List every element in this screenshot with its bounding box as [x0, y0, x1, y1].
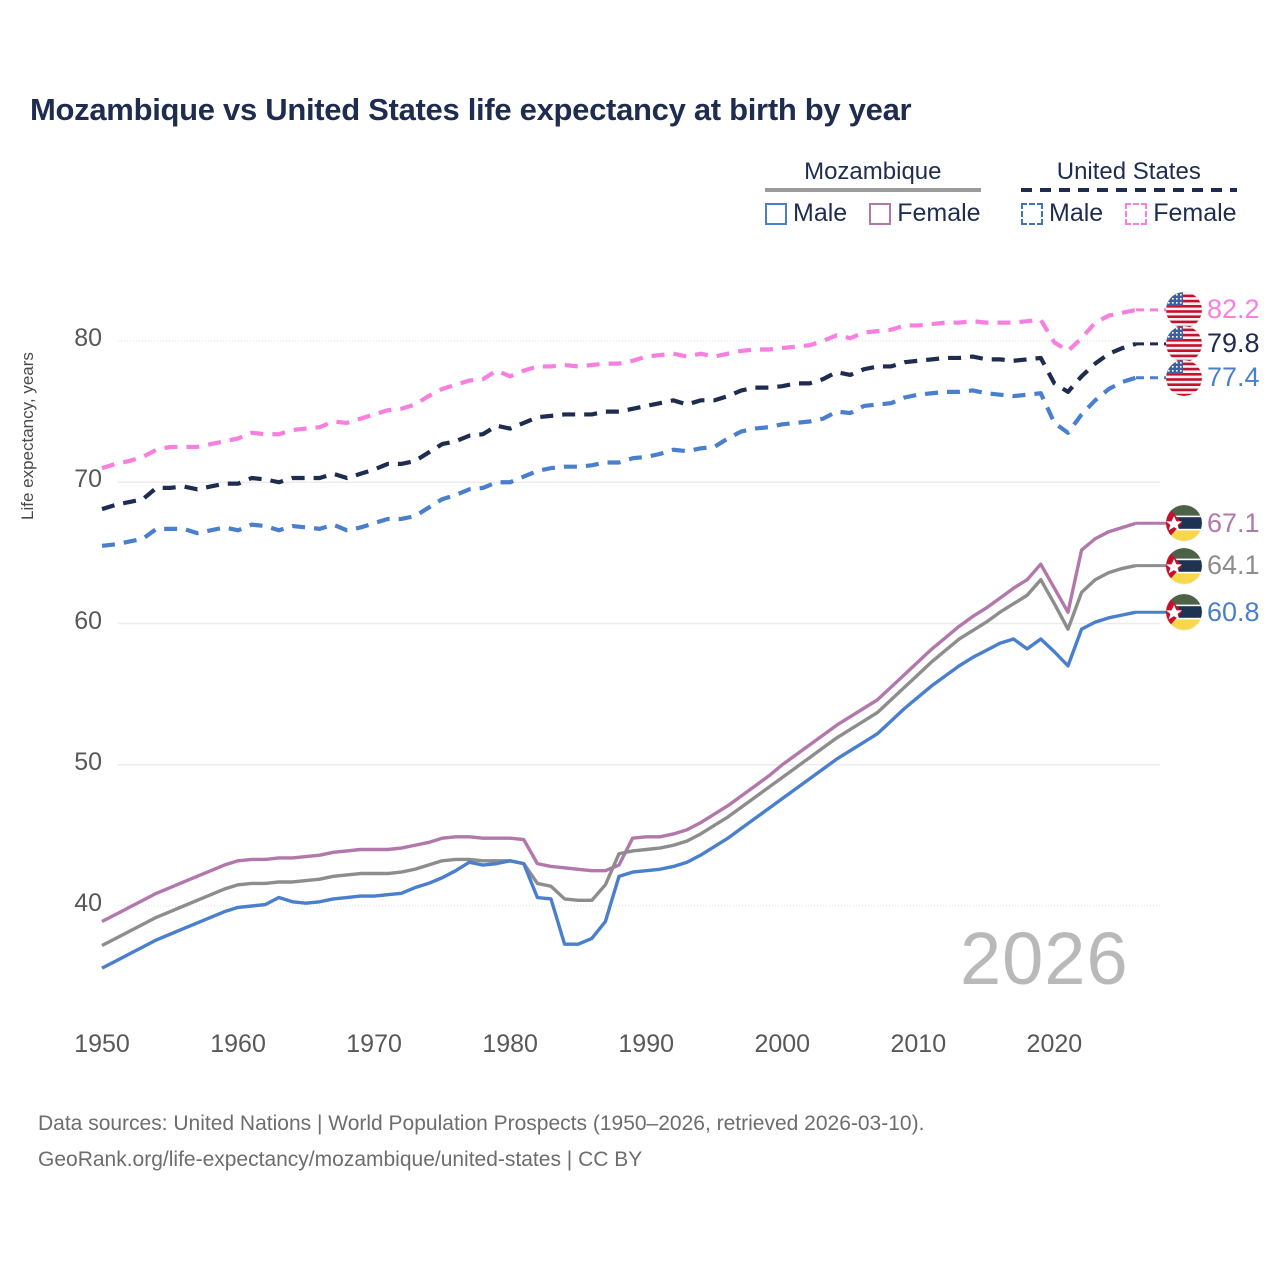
mz-flag-icon: [1166, 547, 1202, 584]
y-axis-tick-label: 40: [74, 889, 102, 917]
label-connectors: [1136, 308, 1166, 614]
series-lines: [101, 307, 1137, 970]
x-axis-tick-label: 1970: [346, 1030, 402, 1058]
legend-rule-solid: [765, 188, 981, 192]
legend-swatch-icon: [765, 202, 787, 225]
x-axis-tick-label: 1980: [482, 1030, 538, 1058]
end-label-value: 82.2: [1207, 294, 1260, 325]
us-flag-icon: [1166, 359, 1202, 396]
end-label-value: 64.1: [1207, 550, 1260, 581]
series-line: [101, 610, 1137, 970]
end-label-us-total: 79.8: [1166, 325, 1260, 362]
legend-item-label: Male: [793, 199, 848, 227]
series-line: [101, 307, 1137, 471]
page-title: Mozambique vs United States life expecta…: [30, 92, 912, 127]
gridlines: [118, 340, 1160, 907]
series-line: [101, 563, 1137, 948]
x-axis-tick-label: 1950: [74, 1030, 130, 1058]
legend-group-united-states: United States Male Female: [1021, 158, 1237, 228]
series-line: [101, 341, 1137, 512]
end-label-us-female: 82.2: [1166, 291, 1260, 328]
end-label-mz-total: 64.1: [1166, 547, 1260, 584]
y-axis-tick-label: 80: [74, 324, 102, 352]
legend-rule-dashed: [1021, 188, 1237, 192]
footer-note: Data sources: United Nations | World Pop…: [38, 1106, 924, 1178]
chart-legend: Mozambique Male Female United States Mal: [755, 158, 1255, 244]
legend-item-label: Female: [897, 199, 981, 227]
y-axis-label: Life expectancy, years: [18, 352, 37, 520]
x-axis-tick-label: 2010: [890, 1030, 947, 1058]
end-label-mz-female: 67.1: [1166, 505, 1260, 542]
legend-country-name: United States: [1056, 158, 1201, 185]
x-axis-tick-label: 1960: [210, 1030, 266, 1058]
end-label-value: 60.8: [1207, 596, 1260, 627]
legend-item-label: Female: [1153, 199, 1237, 227]
x-axis-tick-label: 2000: [754, 1030, 811, 1058]
legend-swatch-icon: [1021, 202, 1043, 225]
footer-line-1: Data sources: United Nations | World Pop…: [38, 1112, 925, 1135]
us-flag-icon: [1166, 325, 1202, 362]
mz-flag-icon: [1166, 505, 1202, 542]
legend-item-united-states-female[interactable]: Female: [1125, 199, 1237, 228]
legend-item-united-states-male[interactable]: Male: [1021, 199, 1103, 228]
y-axis-tick-label: 50: [74, 747, 102, 776]
legend-country-name: Mozambique: [804, 158, 942, 185]
end-label-mz-male: 60.8: [1166, 594, 1260, 631]
series-line: [101, 521, 1137, 924]
us-flag-icon: [1166, 291, 1202, 328]
end-label-value: 79.8: [1207, 328, 1260, 359]
x-axis-tick-label: 2020: [1026, 1030, 1083, 1058]
line-chart-plot: [101, 307, 1166, 970]
y-axis-tick-label: 60: [74, 606, 102, 635]
legend-item-mozambique-female[interactable]: Female: [869, 199, 981, 228]
year-watermark: 2026: [960, 917, 1129, 1000]
y-axis-tick-label: 70: [74, 465, 102, 494]
legend-item-label: Male: [1049, 199, 1104, 227]
end-label-value: 67.1: [1207, 507, 1260, 538]
mz-flag-icon: [1166, 594, 1202, 631]
legend-swatch-icon: [869, 202, 892, 225]
end-label-value: 77.4: [1207, 362, 1260, 393]
footer-line-2: GeoRank.org/life-expectancy/mozambique/u…: [38, 1148, 643, 1171]
legend-swatch-icon: [1125, 202, 1148, 225]
end-label-us-male: 77.4: [1166, 359, 1260, 396]
x-axis-tick-label: 1990: [618, 1030, 675, 1058]
series-line: [101, 375, 1137, 548]
legend-item-mozambique-male[interactable]: Male: [765, 199, 847, 228]
legend-group-mozambique: Mozambique Male Female: [765, 158, 981, 228]
